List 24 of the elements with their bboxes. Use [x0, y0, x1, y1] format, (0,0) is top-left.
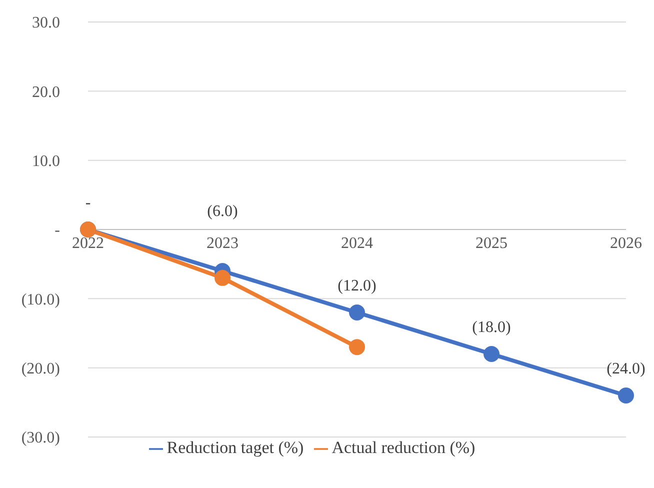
x-tick-label: 2026	[610, 235, 642, 252]
point	[484, 346, 500, 362]
data-label: (6.0)	[207, 203, 238, 220]
x-tick-label: 2025	[476, 235, 508, 252]
y-tick-label: (20.0)	[21, 360, 60, 378]
y-tick-label: 10.0	[32, 153, 60, 170]
point	[349, 304, 365, 320]
legend-label: Actual reduction (%)	[332, 438, 476, 457]
y-tick-label: (30.0)	[21, 430, 60, 447]
x-tick-label: 2023	[206, 235, 238, 252]
point	[214, 270, 230, 286]
data-label: (18.0)	[472, 319, 511, 336]
point	[349, 339, 365, 356]
x-tick-label: 2022	[72, 235, 104, 252]
data-label: (24.0)	[606, 360, 646, 378]
y-tick-label: -	[54, 222, 60, 240]
y-tick-label: (10.0)	[21, 291, 60, 308]
data-label: (12.0)	[338, 278, 376, 294]
y-tick-label: 20.0	[32, 84, 60, 101]
legend-label: Reduction taget (%)	[166, 438, 304, 457]
data-label: -	[85, 194, 91, 212]
x-tick-label: 2024	[341, 235, 373, 252]
y-tick-label: 30.0	[32, 14, 60, 32]
point	[618, 388, 634, 404]
